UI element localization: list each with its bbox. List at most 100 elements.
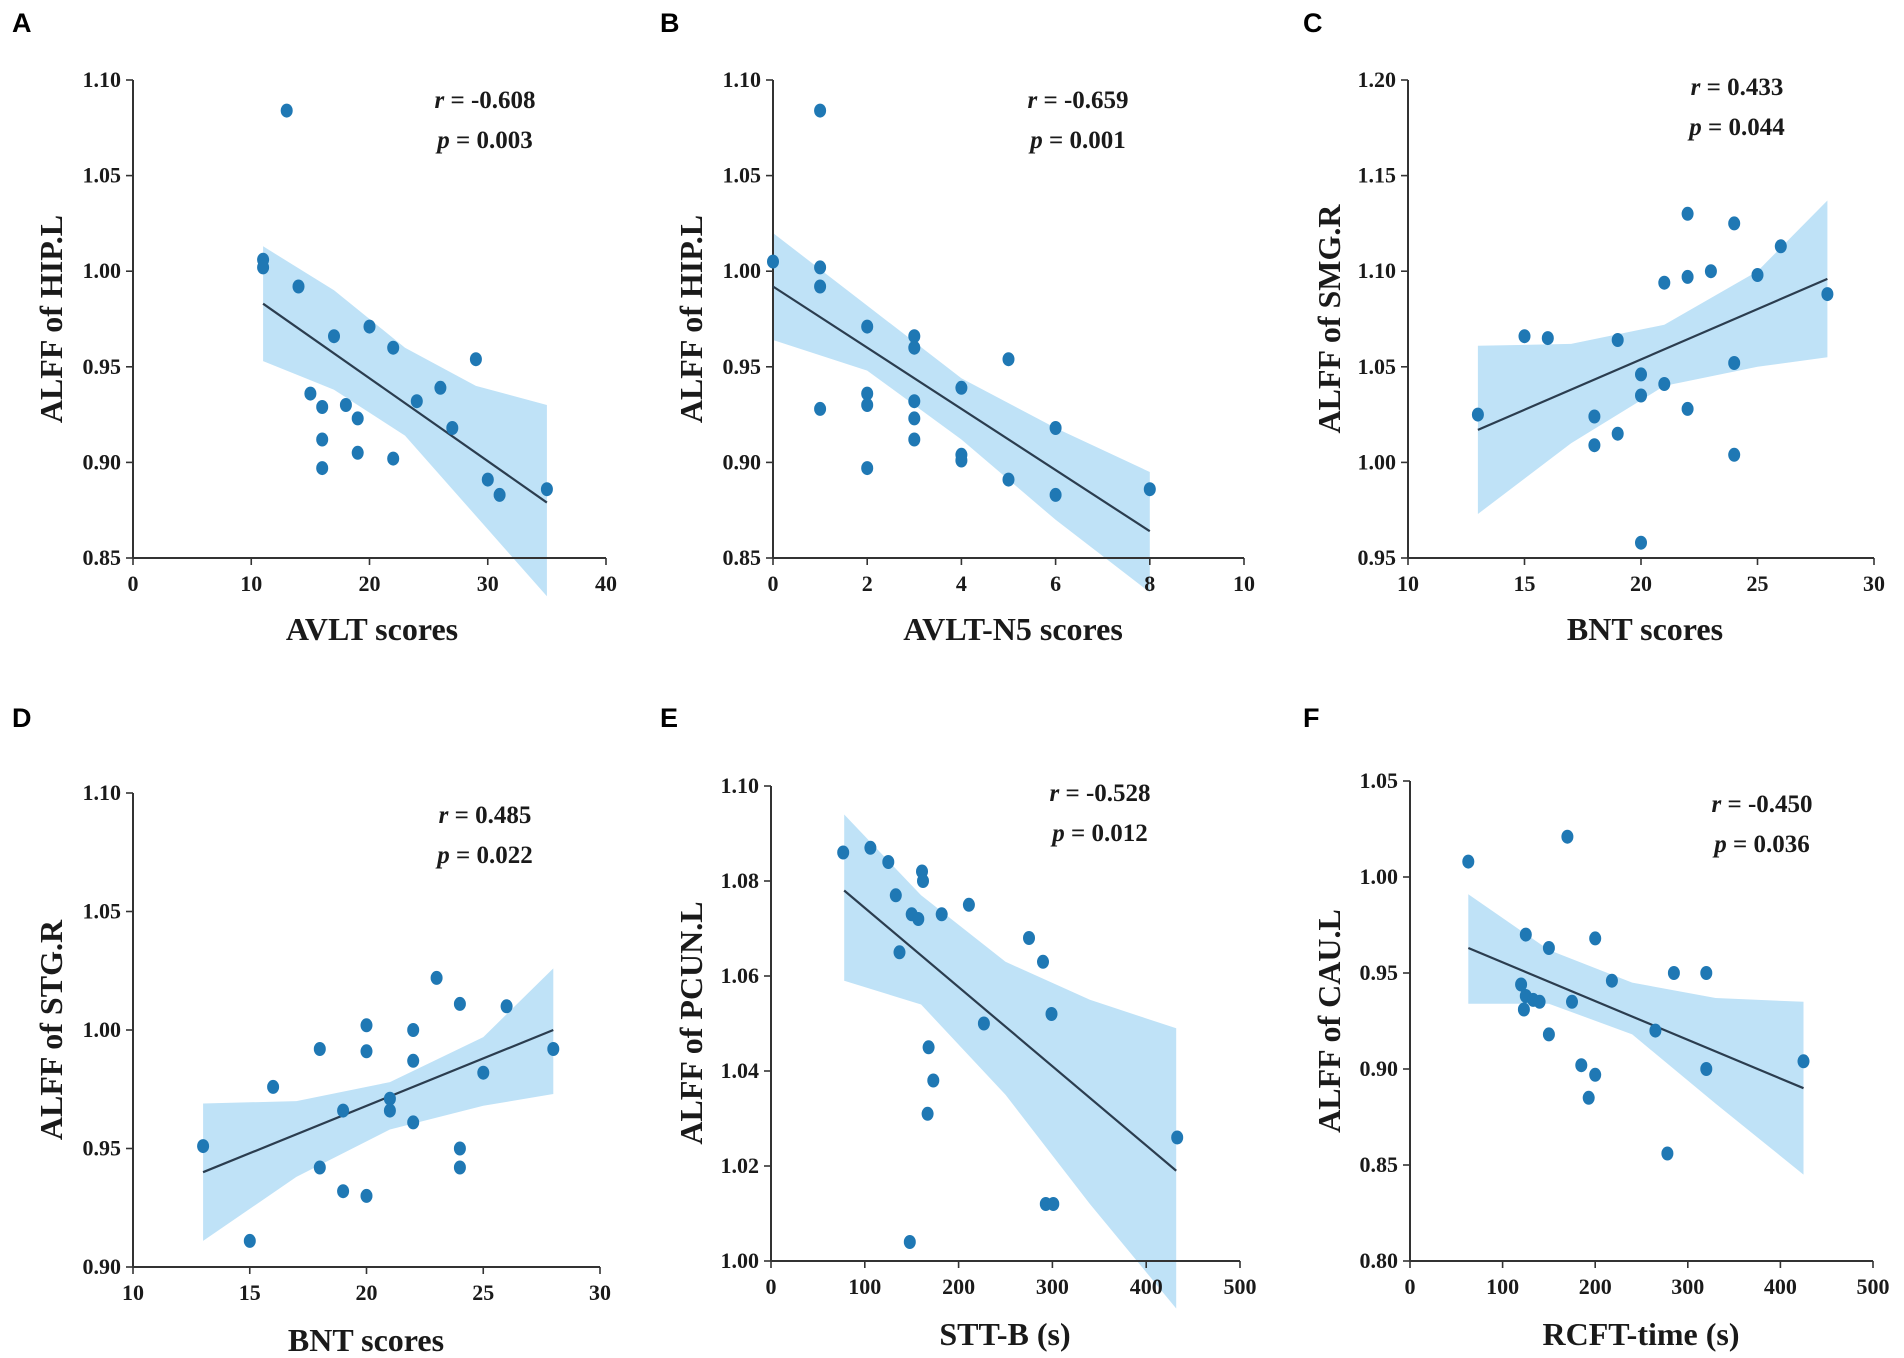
data-point: [446, 421, 459, 435]
p-annotation: p = 0.044: [1687, 114, 1785, 141]
data-point: [1045, 1007, 1058, 1021]
y-tick-label: 1.20: [1358, 67, 1397, 92]
data-point: [1635, 535, 1647, 550]
x-tick-label: 100: [1486, 1274, 1519, 1299]
x-tick-label: 0: [128, 571, 139, 596]
data-point: [1700, 966, 1713, 980]
y-tick-label: 0.80: [1360, 1248, 1399, 1273]
confidence-band: [844, 814, 1177, 1309]
data-point: [1588, 438, 1601, 453]
x-tick-label: 8: [1144, 571, 1155, 596]
data-point: [1171, 1130, 1184, 1145]
data-point: [1728, 216, 1741, 231]
data-point: [351, 411, 364, 426]
confidence-band: [263, 246, 547, 597]
y-tick-label: 0.85: [723, 545, 762, 570]
data-point: [407, 1053, 420, 1068]
data-point: [1542, 1027, 1555, 1042]
data-point: [1518, 329, 1531, 344]
data-point: [383, 1103, 396, 1118]
data-point: [1797, 1054, 1810, 1069]
data-point: [1728, 356, 1741, 370]
data-point: [814, 279, 827, 294]
y-tick-label: 0.85: [1360, 1152, 1399, 1177]
r-annotation: r = -0.608: [434, 87, 535, 114]
data-point: [360, 1018, 373, 1033]
data-point: [1542, 941, 1555, 955]
data-point: [387, 451, 400, 466]
panel-c: C 0.95 1.00 1.05 1.10 1.15 1.20 10 15 20 25 30 BNT s…: [1303, 8, 1885, 647]
y-tick-label: 1.06: [721, 963, 760, 988]
x-tick-label: 20: [359, 571, 381, 596]
data-point: [339, 398, 352, 412]
y-tick-label: 1.15: [1358, 163, 1397, 188]
data-point: [1143, 482, 1156, 497]
data-point: [962, 897, 975, 912]
data-point: [1541, 331, 1554, 346]
x-axis-title: RCFT-time (s): [1543, 1316, 1740, 1352]
x-tick-label: 6: [1050, 571, 1061, 596]
y-tick-label: 1.00: [721, 1248, 760, 1273]
y-tick-label: 0.85: [83, 545, 122, 570]
data-point: [955, 453, 968, 468]
x-tick-label: 2: [862, 571, 873, 596]
confidence-band: [1468, 894, 1804, 1175]
data-point: [1023, 931, 1035, 945]
data-point: [197, 1139, 210, 1154]
data-point: [1681, 206, 1694, 221]
x-axis-title: STT-B (s): [939, 1316, 1070, 1352]
y-tick-label: 1.10: [1358, 258, 1397, 283]
data-point: [257, 260, 270, 275]
x-tick-label: 100: [848, 1274, 881, 1299]
data-point: [1728, 447, 1741, 462]
data-point: [410, 394, 423, 409]
data-point: [360, 1188, 373, 1203]
y-tick-label: 1.00: [723, 258, 762, 283]
x-tick-label: 15: [1514, 571, 1536, 596]
regression-line: [1467, 947, 1804, 1090]
y-tick-label: 1.05: [83, 899, 122, 924]
data-point: [1561, 829, 1574, 844]
y-axis-title: ALFF of PCUN.L: [673, 901, 709, 1144]
y-tick-label: 0.90: [83, 449, 122, 474]
data-point: [337, 1103, 350, 1118]
data-point: [407, 1023, 420, 1037]
panel-e: E 1.00 1.02 1.04 1.06 1.08 1.10 0 100 200 300 400 50…: [660, 703, 1257, 1352]
data-point: [1049, 487, 1062, 502]
y-tick-label: 0.95: [723, 354, 762, 379]
panel-letter: C: [1303, 8, 1323, 38]
panel-letter: F: [1303, 703, 1320, 733]
y-tick-label: 0.95: [1358, 545, 1397, 570]
p-annotation: p = 0.036: [1712, 831, 1810, 858]
x-tick-label: 200: [942, 1274, 975, 1299]
panel-letter: B: [660, 8, 680, 38]
data-point: [955, 380, 968, 395]
x-axis-title: BNT scores: [288, 1322, 444, 1358]
y-axis-title: ALFF of CAU.L: [1311, 909, 1347, 1133]
y-tick-label: 1.10: [721, 773, 760, 798]
data-point: [387, 340, 400, 355]
data-point: [1661, 1146, 1674, 1161]
data-point: [547, 1042, 560, 1056]
regression-line: [202, 1028, 554, 1174]
data-point: [292, 279, 305, 294]
data-point: [1589, 931, 1602, 946]
x-tick-label: 0: [1405, 1274, 1416, 1299]
data-point: [313, 1160, 326, 1175]
regression-line: [843, 889, 1177, 1172]
data-point: [434, 380, 447, 395]
y-tick-label: 1.00: [1358, 449, 1397, 474]
y-axis-title: ALFF of HIP.L: [673, 215, 709, 423]
data-point: [893, 945, 906, 960]
y-tick-label: 0.95: [83, 1136, 122, 1161]
data-point: [1519, 927, 1532, 942]
x-tick-label: 4: [956, 571, 967, 596]
data-point: [363, 319, 376, 334]
data-point: [328, 329, 340, 344]
data-point: [927, 1073, 940, 1088]
data-point: [280, 103, 293, 118]
data-point: [767, 254, 779, 269]
data-point: [1588, 409, 1601, 424]
panel-f: F 0.80 0.85 0.90 0.95 1.00 1.05 0 100 200 300 400 50…: [1303, 703, 1890, 1352]
data-point: [908, 432, 921, 447]
